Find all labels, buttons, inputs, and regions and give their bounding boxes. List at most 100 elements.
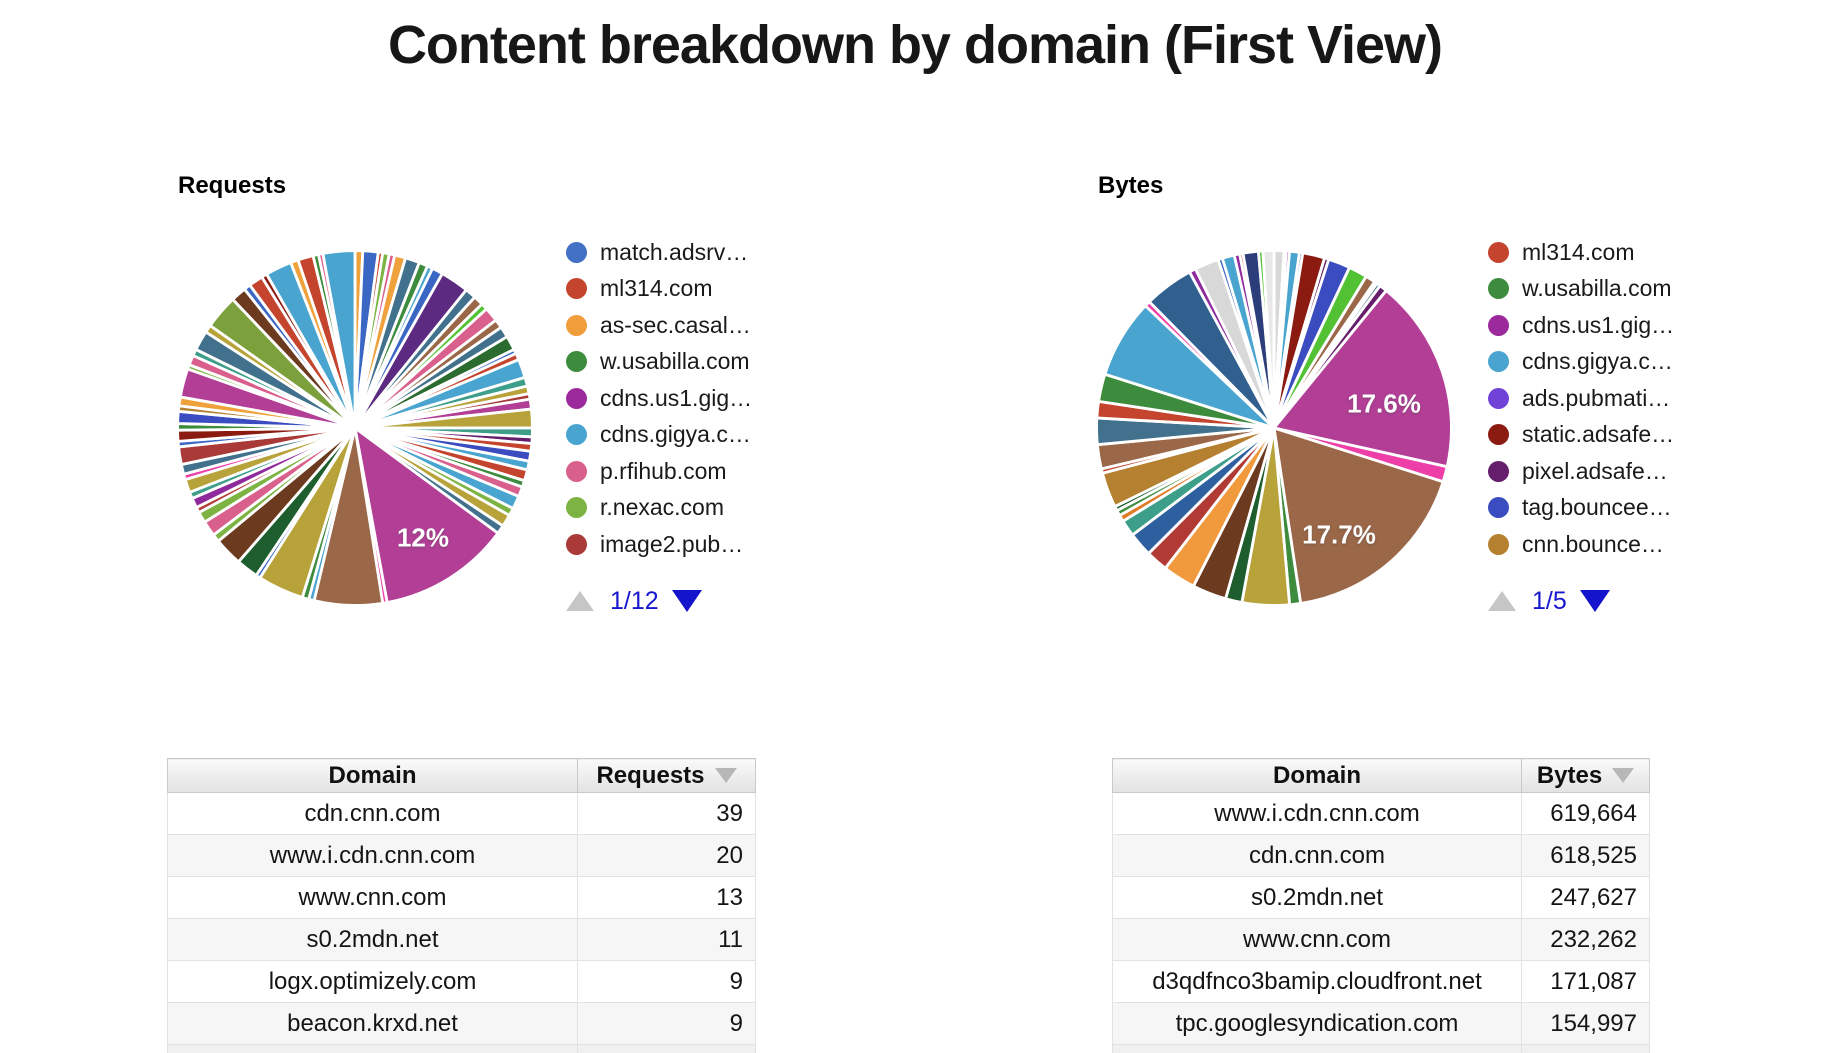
legend-item[interactable]: image2.pub… [566,526,816,563]
legend-page-indicator: 1/5 [1532,587,1567,616]
legend-item-label: cdns.us1.gig… [600,385,752,412]
value-cell: 20 [578,835,756,877]
legend-item[interactable]: cnn.bounce… [1488,526,1738,563]
legend-color-dot-icon [566,461,587,482]
value-cell [1522,1045,1650,1053]
legend-next-page-icon[interactable] [672,590,702,612]
value-cell: 247,627 [1522,877,1650,919]
domain-cell: www.cnn.com [1113,919,1522,961]
legend-color-dot-icon [1488,388,1509,409]
bytes-pie-chart[interactable] [1093,247,1455,609]
column-header-label: Bytes [1537,762,1602,789]
legend-item[interactable]: cdns.us1.gig… [566,380,816,417]
requests-chart-label: Requests [178,172,286,200]
legend-color-dot-icon [566,534,587,555]
column-header-label: Requests [596,762,704,789]
value-cell: 9 [578,1003,756,1045]
value-cell: 232,262 [1522,919,1650,961]
legend-item[interactable]: r.nexac.com [566,490,816,527]
sort-descending-icon[interactable] [715,768,737,783]
legend-item[interactable]: cdns.gigya.c… [1488,344,1738,381]
table-row-partial [1113,1045,1650,1053]
legend-color-dot-icon [1488,351,1509,372]
legend-item[interactable]: cdns.gigya.c… [566,417,816,454]
legend-color-dot-icon [566,351,587,372]
requests-legend: match.adsrv… ml314.com as-sec.casal… w.usab… [566,234,816,563]
legend-item[interactable]: tag.bouncee… [1488,490,1738,527]
legend-item[interactable]: ml314.com [566,271,816,308]
legend-item-label: match.adsrv… [600,239,748,266]
value-cell: 39 [578,793,756,835]
table-header-row: Domain Requests [168,759,756,793]
value-cell: 618,525 [1522,835,1650,877]
legend-item-label: ml314.com [600,275,712,302]
legend-color-dot-icon [1488,497,1509,518]
legend-item-label: w.usabilla.com [600,348,750,375]
legend-item-label: tag.bouncee… [1522,494,1672,521]
column-header-requests[interactable]: Requests [578,759,756,793]
legend-item-label: p.rfihub.com [600,458,727,485]
legend-item[interactable]: match.adsrv… [566,234,816,271]
legend-item-label: w.usabilla.com [1522,275,1672,302]
domain-cell: cdn.cnn.com [1113,835,1522,877]
legend-item[interactable]: cdns.us1.gig… [1488,307,1738,344]
legend-color-dot-icon [566,278,587,299]
requests-pie-chart[interactable] [174,247,536,609]
value-cell: 9 [578,961,756,1003]
legend-color-dot-icon [1488,242,1509,263]
sort-descending-icon[interactable] [1612,768,1634,783]
requests-legend-pager: 1/12 [566,588,702,614]
legend-prev-page-icon[interactable] [1488,591,1516,611]
legend-item-label: image2.pub… [600,531,743,558]
legend-item-label: cdns.us1.gig… [1522,312,1674,339]
bytes-legend: ml314.com w.usabilla.com cdns.us1.gig… cdns… [1488,234,1738,563]
legend-color-dot-icon [566,424,587,445]
column-header-bytes[interactable]: Bytes [1522,759,1650,793]
table-header-row: Domain Bytes [1113,759,1650,793]
legend-item-label: cdns.gigya.c… [600,421,751,448]
column-header-domain[interactable]: Domain [1113,759,1522,793]
value-cell: 619,664 [1522,793,1650,835]
legend-next-page-icon[interactable] [1580,590,1610,612]
legend-item-label: cdns.gigya.c… [1522,348,1673,375]
legend-page-indicator: 1/12 [610,587,659,616]
legend-item-label: pixel.adsafe… [1522,458,1668,485]
bytes-chart-label: Bytes [1098,172,1163,200]
legend-item[interactable]: w.usabilla.com [1488,271,1738,308]
legend-item[interactable]: ml314.com [1488,234,1738,271]
legend-color-dot-icon [1488,424,1509,445]
bytes-legend-pager: 1/5 [1488,588,1610,614]
value-cell: 171,087 [1522,961,1650,1003]
domain-cell: beacon.krxd.net [168,1003,578,1045]
value-cell: 11 [578,919,756,961]
legend-item[interactable]: w.usabilla.com [566,344,816,381]
domain-cell: www.i.cdn.cnn.com [168,835,578,877]
legend-color-dot-icon [1488,461,1509,482]
legend-item[interactable]: ads.pubmati… [1488,380,1738,417]
legend-item[interactable]: p.rfihub.com [566,453,816,490]
legend-item-label: cnn.bounce… [1522,531,1664,558]
legend-color-dot-icon [566,497,587,518]
legend-color-dot-icon [566,388,587,409]
legend-item[interactable]: static.adsafe… [1488,417,1738,454]
column-header-label: Domain [1273,762,1361,789]
legend-prev-page-icon[interactable] [566,591,594,611]
legend-item[interactable]: pixel.adsafe… [1488,453,1738,490]
column-header-domain[interactable]: Domain [168,759,578,793]
legend-item-label: r.nexac.com [600,494,724,521]
domain-cell: www.cnn.com [168,877,578,919]
legend-item[interactable]: as-sec.casal… [566,307,816,344]
